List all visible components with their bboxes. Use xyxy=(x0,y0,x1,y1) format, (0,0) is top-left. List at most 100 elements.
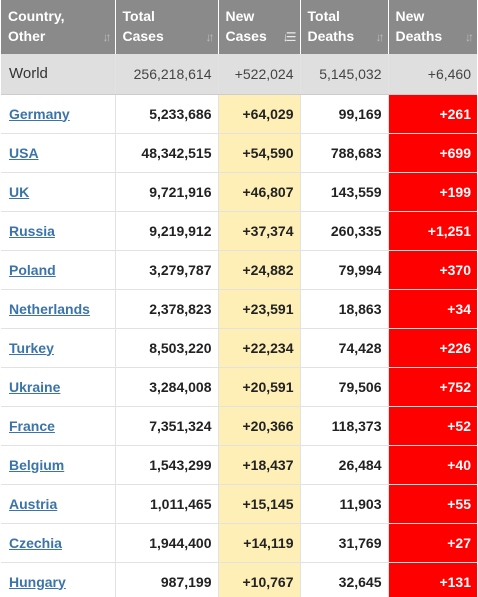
country-cell: Russia xyxy=(1,211,116,251)
header-total-deaths[interactable]: Total Deaths ↓↑ xyxy=(300,0,389,54)
new-deaths-cell: +1,251 xyxy=(388,211,477,251)
new-deaths-cell: +752 xyxy=(388,367,477,407)
header-label-line2: Deaths xyxy=(307,28,355,44)
new-cases-cell: +22,234 xyxy=(218,328,301,368)
country-cell: Hungary xyxy=(1,562,116,597)
new-deaths-cell: +52 xyxy=(388,406,477,446)
header-label-line1: Total xyxy=(307,8,340,24)
world-label: World xyxy=(1,54,116,95)
country-cell: Poland xyxy=(1,250,116,290)
total-deaths-cell: 99,169 xyxy=(300,94,389,134)
total-deaths-cell: 32,645 xyxy=(300,562,389,597)
country-link[interactable]: Poland xyxy=(9,261,56,278)
country-link[interactable]: Germany xyxy=(9,105,70,122)
header-label-line1: New xyxy=(225,8,255,24)
total-deaths-cell: 11,903 xyxy=(300,484,389,524)
total-cases-cell: 9,219,912 xyxy=(115,211,219,251)
total-deaths-cell: 788,683 xyxy=(300,133,389,173)
total-cases-cell: 1,944,400 xyxy=(115,523,219,563)
table-row: Poland 3,279,787 +24,882 79,994 +370 xyxy=(1,250,477,290)
new-cases-cell: +14,119 xyxy=(218,523,301,563)
table-row: Hungary 987,199 +10,767 32,645 +131 xyxy=(1,562,477,597)
new-cases-cell: +37,374 xyxy=(218,211,301,251)
country-cell: USA xyxy=(1,133,116,173)
total-cases-cell: 5,233,686 xyxy=(115,94,219,134)
sort-arrows-icon[interactable]: ↓↑ xyxy=(205,30,215,44)
total-deaths-cell: 79,506 xyxy=(300,367,389,407)
header-label-line1: Total xyxy=(122,8,155,24)
total-deaths-cell: 260,335 xyxy=(300,211,389,251)
new-cases-cell: +20,591 xyxy=(218,367,301,407)
total-deaths-cell: 31,769 xyxy=(300,523,389,563)
table-row: Turkey 8,503,220 +22,234 74,428 +226 xyxy=(1,328,477,368)
new-deaths-cell: +27 xyxy=(388,523,477,563)
new-deaths-cell: +34 xyxy=(388,289,477,329)
country-cell: UK xyxy=(1,172,116,212)
new-cases-cell: +18,437 xyxy=(218,445,301,485)
country-cell: Ukraine xyxy=(1,367,116,407)
country-link[interactable]: France xyxy=(9,417,55,434)
country-link[interactable]: Belgium xyxy=(9,456,65,473)
new-deaths-cell: +55 xyxy=(388,484,477,524)
country-cell: Czechia xyxy=(1,523,116,563)
country-link[interactable]: Turkey xyxy=(9,339,54,356)
header-total-cases[interactable]: Total Cases ↓↑ xyxy=(115,0,219,54)
country-link[interactable]: Hungary xyxy=(9,573,66,590)
table-row: Russia 9,219,912 +37,374 260,335 +1,251 xyxy=(1,211,477,251)
world-total-cases: 256,218,614 xyxy=(115,54,219,95)
sort-descending-icon[interactable]: ↓☰ xyxy=(282,30,297,44)
country-cell: Netherlands xyxy=(1,289,116,329)
total-cases-cell: 1,543,299 xyxy=(115,445,219,485)
country-cell: Austria xyxy=(1,484,116,524)
country-cell: Belgium xyxy=(1,445,116,485)
table-row: Czechia 1,944,400 +14,119 31,769 +27 xyxy=(1,523,477,563)
new-deaths-cell: +226 xyxy=(388,328,477,368)
table-row: Belgium 1,543,299 +18,437 26,484 +40 xyxy=(1,445,477,485)
header-label-line2: Cases xyxy=(122,28,164,44)
header-label-line1: New xyxy=(395,8,425,24)
header-new-deaths[interactable]: New Deaths ↓↑ xyxy=(388,0,477,54)
sort-arrows-icon[interactable]: ↓↑ xyxy=(465,30,474,44)
country-link[interactable]: USA xyxy=(9,144,39,161)
country-link[interactable]: UK xyxy=(9,183,30,200)
total-deaths-cell: 26,484 xyxy=(300,445,389,485)
country-link[interactable]: Russia xyxy=(9,222,55,239)
new-cases-cell: +20,366 xyxy=(218,406,301,446)
total-deaths-cell: 118,373 xyxy=(300,406,389,446)
table-row: Ukraine 3,284,008 +20,591 79,506 +752 xyxy=(1,367,477,407)
new-cases-cell: +23,591 xyxy=(218,289,301,329)
total-deaths-cell: 143,559 xyxy=(300,172,389,212)
new-cases-cell: +64,029 xyxy=(218,94,301,134)
total-deaths-cell: 18,863 xyxy=(300,289,389,329)
new-deaths-cell: +699 xyxy=(388,133,477,173)
total-cases-cell: 1,011,465 xyxy=(115,484,219,524)
new-deaths-cell: +370 xyxy=(388,250,477,290)
table-row: France 7,351,324 +20,366 118,373 +52 xyxy=(1,406,477,446)
header-country[interactable]: Country, Other ↓↑ xyxy=(1,0,116,54)
country-cell: France xyxy=(1,406,116,446)
table-row: UK 9,721,916 +46,807 143,559 +199 xyxy=(1,172,477,212)
country-link[interactable]: Ukraine xyxy=(9,378,61,395)
total-cases-cell: 987,199 xyxy=(115,562,219,597)
new-deaths-cell: +131 xyxy=(388,562,477,597)
sort-arrows-icon[interactable]: ↓↑ xyxy=(102,30,112,44)
country-cell: Turkey xyxy=(1,328,116,368)
new-cases-cell: +46,807 xyxy=(218,172,301,212)
total-cases-cell: 48,342,515 xyxy=(115,133,219,173)
country-link[interactable]: Czechia xyxy=(9,534,62,551)
header-label-line2: Other xyxy=(8,28,46,44)
country-link[interactable]: Netherlands xyxy=(9,300,90,317)
world-new-deaths: +6,460 xyxy=(388,54,477,95)
new-deaths-cell: +261 xyxy=(388,94,477,134)
sort-arrows-icon[interactable]: ↓↑ xyxy=(375,30,385,44)
world-row: World 256,218,614 +522,024 5,145,032 +6,… xyxy=(1,54,477,95)
header-label-line1: Country, xyxy=(8,8,65,24)
new-deaths-cell: +40 xyxy=(388,445,477,485)
total-deaths-cell: 74,428 xyxy=(300,328,389,368)
world-total-deaths: 5,145,032 xyxy=(300,54,389,95)
total-cases-cell: 8,503,220 xyxy=(115,328,219,368)
world-new-cases: +522,024 xyxy=(218,54,301,95)
header-new-cases[interactable]: New Cases ↓☰ xyxy=(218,0,301,54)
country-link[interactable]: Austria xyxy=(9,495,58,512)
